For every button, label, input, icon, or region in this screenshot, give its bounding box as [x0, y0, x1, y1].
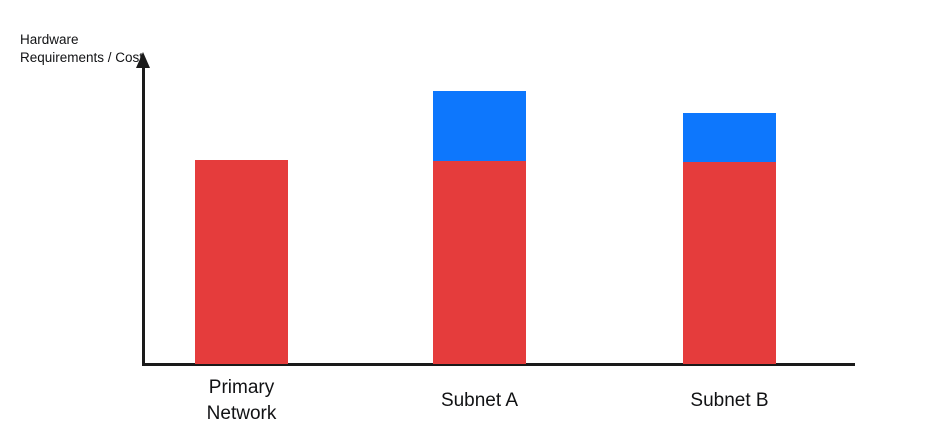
x-axis-label-text: Subnet B — [690, 390, 769, 411]
y-axis-label: Hardware Requirements / Cost — [20, 32, 144, 65]
y-axis-line — [142, 66, 145, 364]
x-axis-label-text: Subnet A — [440, 390, 519, 411]
bar-subnet-a-segment-base-hardware-cost — [433, 161, 526, 364]
x-axis-label-subnet-a: Subnet A — [405, 374, 555, 428]
y-axis-arrowhead-icon — [136, 52, 150, 68]
x-axis-label-text: Primary Network — [206, 377, 277, 424]
bar-primary-network-segment-base-hardware-cost — [195, 160, 288, 364]
bar-subnet-a-segment-additional-hardware-cost — [433, 91, 526, 161]
x-axis-label-primary-network: Primary Network — [167, 374, 317, 428]
bar-subnet-b-segment-base-hardware-cost — [683, 162, 776, 364]
bar-subnet-b-segment-additional-hardware-cost — [683, 113, 776, 162]
x-axis-label-subnet-b: Subnet B — [655, 374, 805, 428]
x-axis-line — [142, 363, 855, 366]
